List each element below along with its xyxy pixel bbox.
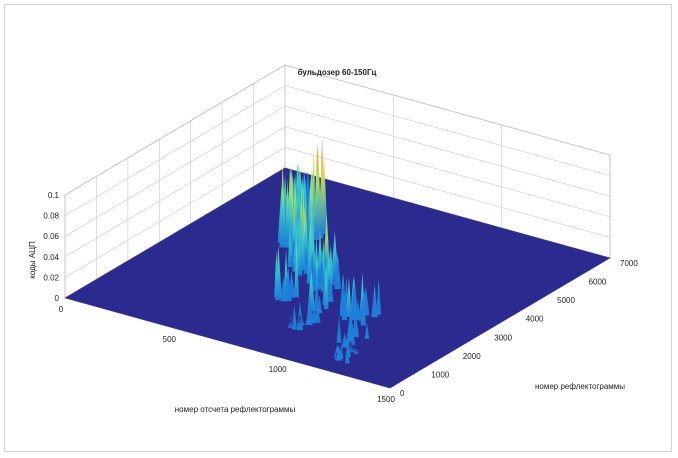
z-tick-label: 0.04 bbox=[43, 253, 59, 262]
surface-spike bbox=[341, 332, 348, 348]
y-tick-label: 1000 bbox=[431, 370, 449, 379]
z-tick-label: 0 bbox=[55, 294, 60, 303]
surface-spike bbox=[329, 282, 334, 302]
x-tick-label: 1500 bbox=[377, 395, 395, 404]
surface-spike bbox=[355, 299, 361, 321]
surface-spike bbox=[306, 294, 314, 324]
y-tick-label: 5000 bbox=[557, 296, 575, 305]
chart-title: бульдозер 60-150Гц bbox=[298, 68, 377, 77]
surface-spike bbox=[348, 316, 354, 342]
surface-spike bbox=[323, 263, 329, 310]
x-axis-label: номер отсчета рефлектограммы bbox=[175, 405, 296, 414]
surface-spike bbox=[376, 279, 382, 315]
y-tick-label: 7000 bbox=[620, 259, 638, 268]
x-tick-label: 500 bbox=[163, 335, 177, 344]
surface-spike bbox=[364, 322, 370, 339]
y-tick-label: 3000 bbox=[494, 333, 512, 342]
z-tick-label: 0.08 bbox=[43, 212, 59, 221]
surface-spike bbox=[350, 277, 358, 312]
y-tick-label: 0 bbox=[400, 389, 405, 398]
surface-spike bbox=[336, 316, 342, 343]
x-tick-label: 0 bbox=[59, 305, 64, 314]
surface-spike bbox=[317, 294, 323, 314]
y-tick-label: 4000 bbox=[526, 315, 544, 324]
axes-grid bbox=[64, 64, 611, 299]
surface-spike bbox=[299, 218, 305, 271]
surface-spike bbox=[319, 248, 325, 288]
z-tick-label: 0.02 bbox=[43, 273, 59, 282]
surface-spike bbox=[314, 148, 322, 237]
surface-spike bbox=[287, 224, 293, 268]
y-tick-label: 2000 bbox=[463, 352, 481, 361]
surface-spike bbox=[352, 311, 360, 338]
y-tick-label: 6000 bbox=[589, 278, 607, 287]
surface-spike bbox=[277, 185, 286, 243]
surface-spike bbox=[287, 314, 295, 328]
z-tick-label: 0.06 bbox=[43, 232, 59, 241]
surface-peaks bbox=[274, 138, 382, 364]
surface-spike bbox=[284, 267, 292, 302]
surface-spike bbox=[371, 284, 378, 318]
surface-spike bbox=[360, 294, 366, 319]
surface-plot: 0 0.02 0.04 0.06 0.08 0.1 0 500 1000 1500 0 1000 200… bbox=[28, 64, 638, 414]
surface-spike bbox=[347, 339, 354, 352]
surface-spike bbox=[314, 275, 320, 312]
surface-spike bbox=[297, 312, 302, 325]
surface-spike bbox=[275, 245, 282, 299]
surface-spike bbox=[345, 345, 350, 364]
surface-spike bbox=[293, 243, 300, 298]
surface-spike bbox=[339, 290, 348, 317]
tick-labels: 0 0.02 0.04 0.06 0.08 0.1 0 500 1000 1500 0 1000 200… bbox=[43, 191, 638, 404]
surface-spike bbox=[302, 212, 310, 266]
z-tick-label: 0.1 bbox=[48, 191, 60, 200]
surface-spike bbox=[350, 298, 357, 321]
surface-spike bbox=[320, 155, 328, 234]
surface-spike bbox=[335, 345, 343, 361]
figure-frame: 0 0.02 0.04 0.06 0.08 0.1 0 500 1000 1500 0 1000 200… bbox=[4, 4, 672, 452]
surface-spike bbox=[334, 253, 342, 290]
z-axis-label: коды АЦП bbox=[28, 241, 37, 279]
surface-spike bbox=[350, 342, 356, 353]
surface-spike bbox=[285, 196, 293, 241]
x-tick-label: 1000 bbox=[269, 365, 287, 374]
surface-spike bbox=[346, 276, 352, 317]
y-axis-label: номер рефлектограммы bbox=[535, 382, 625, 391]
